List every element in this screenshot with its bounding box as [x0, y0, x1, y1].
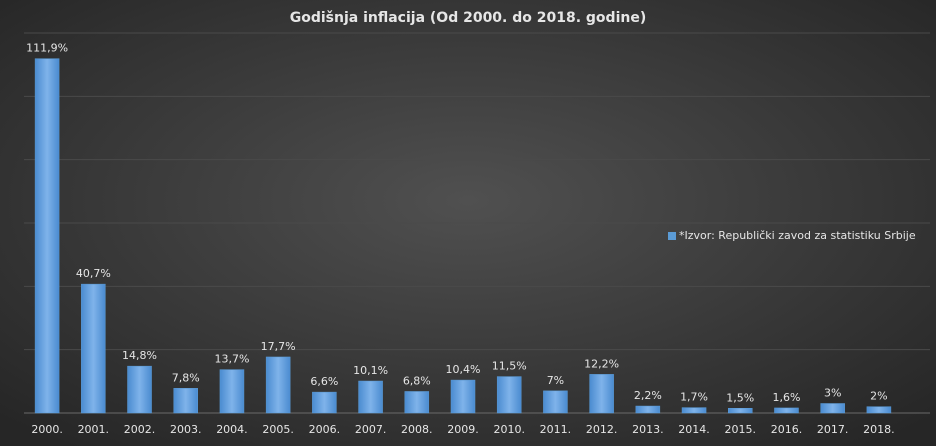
bar	[727, 408, 753, 414]
bar	[589, 374, 614, 414]
data-label: 6,8%	[403, 374, 431, 387]
bar	[866, 406, 892, 414]
data-label: 6,6%	[310, 375, 338, 388]
x-tick-label: 2011.	[540, 423, 572, 436]
x-tick-label: 2000.	[31, 423, 63, 436]
x-tick-label: 2009.	[447, 423, 479, 436]
data-label: 7,8%	[172, 371, 200, 384]
data-label: 1,6%	[772, 391, 800, 404]
legend-label: *Izvor: Republički zavod za statistiku S…	[679, 229, 916, 242]
data-label: 13,7%	[214, 353, 249, 366]
data-label: 12,2%	[584, 357, 619, 370]
x-tick-label: 2007.	[355, 423, 387, 436]
bar	[173, 388, 199, 414]
bar	[265, 356, 291, 414]
data-label: 3%	[824, 387, 841, 400]
legend-swatch	[668, 232, 676, 240]
bar	[774, 407, 799, 414]
x-tick-label: 2016.	[771, 423, 803, 436]
data-label: 7%	[547, 374, 564, 387]
data-label: 1,7%	[680, 391, 708, 404]
bar	[404, 391, 430, 414]
x-tick-label: 2015.	[725, 423, 757, 436]
x-tick-label: 2010.	[493, 423, 525, 436]
x-tick-label: 2006.	[309, 423, 341, 436]
data-label: 40,7%	[76, 267, 111, 280]
data-label: 10,4%	[446, 363, 481, 376]
x-tick-label: 2012.	[586, 423, 618, 436]
x-tick-label: 2013.	[632, 423, 664, 436]
bar	[312, 391, 337, 414]
x-tick-label: 2017.	[817, 423, 849, 436]
x-tick-label: 2001.	[78, 423, 110, 436]
x-tick-label: 2004.	[216, 423, 248, 436]
data-label: 2%	[870, 390, 887, 403]
bar	[496, 376, 522, 414]
x-tick-label: 2014.	[678, 423, 710, 436]
bar	[543, 390, 568, 414]
bar	[358, 380, 383, 414]
bar	[450, 379, 476, 414]
x-tick-label: 2018.	[863, 423, 895, 436]
x-tick-label: 2002.	[124, 423, 156, 436]
data-label: 17,7%	[261, 340, 296, 353]
bar	[681, 407, 707, 414]
bar	[34, 58, 60, 414]
bar	[81, 283, 106, 414]
bar	[635, 405, 661, 414]
x-tick-label: 2005.	[262, 423, 294, 436]
data-label: 1,5%	[726, 391, 754, 404]
data-label: 2,2%	[634, 389, 662, 402]
data-label: 111,9%	[26, 42, 68, 55]
data-label: 14,8%	[122, 349, 157, 362]
data-label: 11,5%	[492, 360, 527, 373]
bar	[127, 365, 152, 414]
bar	[820, 403, 845, 414]
x-tick-label: 2003.	[170, 423, 202, 436]
x-tick-label: 2008.	[401, 423, 433, 436]
data-label: 10,1%	[353, 364, 388, 377]
chart-title: Godišnja inflacija (Od 2000. do 2018. go…	[290, 10, 647, 26]
bar	[219, 369, 245, 414]
